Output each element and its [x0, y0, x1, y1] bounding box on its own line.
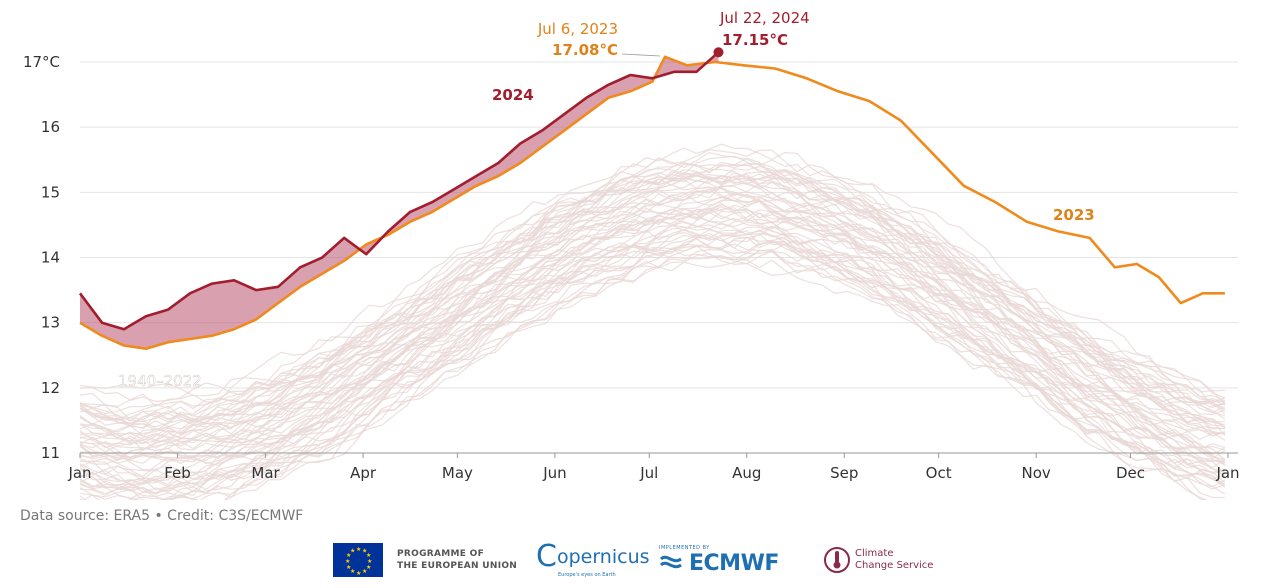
svg-text:★: ★ — [362, 548, 367, 555]
x-tick-label: Jan — [1215, 464, 1239, 482]
climate-chart: 11 12 13 14 15 16 17°C Jan Feb Mar Apr May Jun Jul Au… — [23, 9, 1240, 500]
historical-line — [79, 201, 1226, 461]
difference-fill — [80, 52, 719, 349]
x-tick-label: Jul — [639, 464, 658, 482]
y-tick-label: 11 — [41, 444, 60, 462]
x-tick-label: Sep — [830, 464, 858, 482]
historical-line — [79, 185, 1225, 440]
svg-text:★: ★ — [350, 568, 355, 575]
svg-text:★: ★ — [367, 558, 372, 565]
x-tick-label: Nov — [1022, 464, 1051, 482]
historical-range-label: 1940–2022 — [118, 372, 202, 390]
historical-line — [79, 234, 1226, 487]
historical-line — [79, 185, 1226, 445]
eu-line-1: PROGRAMME OF — [397, 549, 485, 559]
historical-line — [79, 207, 1226, 473]
x-tick-label: Jun — [542, 464, 566, 482]
partner-logos: ★ ★ ★ ★ ★ ★ ★ ★ ★ ★ ★ ★ PROGRAMME OF THE EUROPEA… — [333, 540, 953, 580]
peak-2023-value: 17.08°C — [552, 41, 618, 59]
eu-logo: ★ ★ ★ ★ ★ ★ ★ ★ ★ ★ ★ ★ PROGRAMME OF THE EUROPEA… — [333, 540, 517, 580]
thermometer-icon — [824, 547, 850, 573]
series-lines — [78, 51, 1225, 351]
y-tick-label: 15 — [41, 183, 60, 201]
peak-2023-date: Jul 6, 2023 — [537, 20, 618, 38]
svg-text:★: ★ — [366, 552, 371, 559]
x-axis-ticks: Jan Feb Mar Apr May Jun Jul Aug Sep Oct Nov Dec Jan — [67, 452, 1240, 482]
y-tick-label: 13 — [41, 314, 60, 332]
copernicus-logo: C opernicus Europe's eyes on Earth — [536, 540, 650, 580]
ecmwf-logo: IMPLEMENTED BY ECMWF — [659, 540, 779, 580]
historical-line — [79, 204, 1226, 459]
svg-text:★: ★ — [366, 564, 371, 571]
x-tick-label: Oct — [926, 464, 952, 482]
historical-line — [79, 224, 1226, 485]
copernicus-c-icon: C — [536, 539, 557, 574]
y-tick-label: 16 — [41, 118, 60, 136]
y-tick-label: 17°C — [23, 53, 60, 71]
eu-line-2: THE EUROPEAN UNION — [397, 561, 518, 571]
historical-line — [79, 248, 1209, 500]
c3s-line-1: Climate — [855, 548, 894, 559]
c3s-logo: Climate Change Service — [823, 540, 933, 580]
series-line-2023 — [79, 55, 1225, 351]
x-tick-label: Jan — [67, 464, 91, 482]
difference-area — [80, 52, 719, 349]
peak-2024-value: 17.15°C — [722, 31, 788, 49]
c3s-line-2: Change Service — [855, 560, 934, 571]
x-tick-label: Feb — [164, 464, 191, 482]
svg-text:★: ★ — [346, 552, 351, 559]
data-source-credit: Data source: ERA5 • Credit: C3S/ECMWF — [20, 508, 304, 524]
copernicus-tagline: Europe's eyes on Earth — [558, 572, 616, 578]
historical-line — [79, 149, 1225, 403]
peak-2024-marker — [713, 47, 724, 58]
peak-2024-date: Jul 22, 2024 — [719, 9, 810, 27]
svg-text:★: ★ — [356, 570, 361, 577]
svg-text:★: ★ — [362, 568, 367, 575]
x-tick-label: Apr — [350, 464, 377, 482]
eu-flag-icon: ★ ★ ★ ★ ★ ★ ★ ★ ★ ★ ★ ★ — [333, 543, 383, 577]
series-line-2024 — [78, 51, 720, 331]
historical-line — [79, 188, 1226, 450]
label-2023: 2023 — [1053, 206, 1095, 224]
svg-text:★: ★ — [356, 546, 361, 553]
ecmwf-wordmark: ECMWF — [689, 550, 779, 576]
peak-2023-leader — [621, 53, 661, 57]
copernicus-wordmark: opernicus — [556, 546, 650, 568]
historical-line — [79, 165, 1226, 433]
y-tick-label: 12 — [41, 379, 60, 397]
historical-line — [79, 226, 1226, 486]
svg-text:★: ★ — [350, 548, 355, 555]
y-axis-ticks: 11 12 13 14 15 16 17°C — [23, 53, 60, 462]
historical-line — [79, 232, 1226, 498]
x-tick-label: Mar — [251, 464, 280, 482]
historical-line — [79, 161, 1226, 415]
x-tick-label: Aug — [732, 464, 761, 482]
historical-line — [79, 192, 1226, 452]
gridlines — [80, 61, 1238, 454]
historical-line — [79, 157, 1226, 422]
historical-line — [79, 143, 1226, 399]
historical-line — [79, 245, 1206, 500]
x-tick-label: May — [442, 464, 473, 482]
historical-line — [79, 236, 1226, 496]
svg-text:★: ★ — [346, 564, 351, 571]
svg-text:★: ★ — [345, 558, 350, 565]
y-tick-label: 14 — [41, 249, 60, 267]
historical-line — [79, 182, 1226, 441]
historical-lines-1940-2022 — [79, 143, 1226, 500]
ecmwf-wave-icon — [659, 555, 682, 569]
historical-line — [79, 162, 1226, 423]
historical-line — [79, 203, 1226, 465]
label-2024: 2024 — [492, 86, 534, 104]
x-tick-label: Dec — [1116, 464, 1145, 482]
ecmwf-implemented-by: IMPLEMENTED BY — [659, 544, 710, 551]
